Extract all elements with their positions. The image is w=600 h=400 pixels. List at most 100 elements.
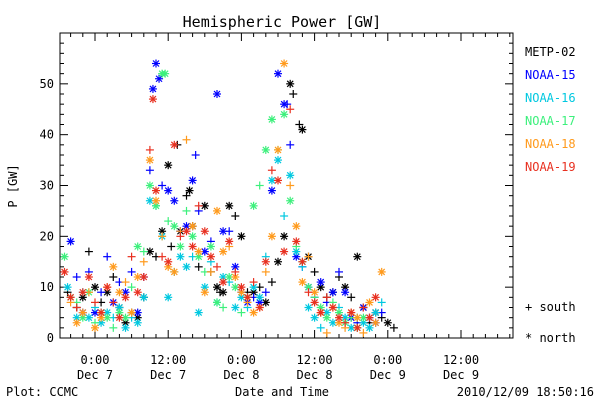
data-point-south bbox=[316, 323, 325, 332]
data-point-south bbox=[280, 212, 289, 220]
data-point-north bbox=[274, 176, 282, 185]
data-point-north bbox=[267, 232, 276, 241]
data-point-south bbox=[109, 273, 118, 281]
data-point-north bbox=[194, 308, 203, 317]
data-point-north bbox=[200, 227, 209, 236]
data-point-north bbox=[164, 161, 173, 170]
data-point-south bbox=[145, 166, 154, 175]
data-point-north bbox=[261, 145, 270, 154]
x-tick-label-time: 0:00 bbox=[227, 353, 256, 367]
data-point-south bbox=[283, 100, 292, 109]
data-marks bbox=[60, 59, 398, 337]
data-point-north bbox=[298, 125, 307, 134]
data-point-north bbox=[213, 283, 221, 292]
footer-plot-credit: Plot: CCMC bbox=[6, 385, 78, 399]
data-point-north bbox=[341, 288, 350, 297]
data-point-north bbox=[152, 201, 160, 210]
data-point-north bbox=[185, 186, 194, 195]
data-point-north bbox=[188, 242, 197, 251]
data-point-north bbox=[78, 308, 87, 317]
data-point-south bbox=[267, 278, 276, 287]
data-point-south bbox=[84, 247, 93, 256]
data-point-north bbox=[237, 288, 246, 297]
data-point-south bbox=[335, 267, 343, 276]
data-point-north bbox=[133, 242, 142, 251]
data-point-north bbox=[316, 278, 325, 287]
chart-title: Hemispheric Power [GW] bbox=[183, 13, 382, 31]
data-point-north bbox=[148, 84, 157, 93]
data-point-north bbox=[148, 95, 157, 104]
data-point-north bbox=[310, 313, 319, 322]
data-point-south bbox=[127, 252, 136, 261]
data-point-north bbox=[225, 201, 234, 210]
data-point-north bbox=[280, 232, 289, 241]
data-point-north bbox=[286, 171, 295, 180]
x-tick-label-date: Dec 7 bbox=[150, 368, 186, 382]
data-point-north bbox=[267, 186, 276, 195]
data-point-south bbox=[286, 105, 295, 114]
data-point-south bbox=[164, 217, 173, 226]
data-point-north bbox=[170, 196, 179, 205]
y-tick-label: 10 bbox=[40, 280, 54, 294]
data-point-south bbox=[310, 267, 319, 276]
data-point-south bbox=[206, 267, 215, 276]
x-tick-label-time: 0:00 bbox=[373, 353, 402, 367]
data-point-north bbox=[255, 293, 264, 302]
data-point-south bbox=[261, 267, 270, 276]
data-point-south bbox=[191, 151, 200, 159]
data-point-north bbox=[91, 283, 99, 292]
data-point-north bbox=[91, 323, 99, 332]
data-point-south bbox=[145, 145, 154, 154]
data-point-south bbox=[72, 303, 81, 312]
data-point-north bbox=[298, 278, 307, 287]
data-point-north bbox=[353, 323, 362, 332]
data-point-north bbox=[158, 227, 167, 236]
data-point-north bbox=[145, 196, 154, 205]
data-point-north bbox=[353, 313, 362, 322]
data-point-north bbox=[292, 237, 301, 246]
data-point-north bbox=[261, 257, 270, 266]
data-point-north bbox=[316, 308, 325, 317]
data-point-south bbox=[267, 166, 276, 175]
legend-entry: METP-02 bbox=[525, 45, 576, 59]
x-tick-label-date: Dec 8 bbox=[297, 368, 333, 382]
data-point-north bbox=[286, 196, 295, 205]
data-point-north bbox=[78, 288, 87, 297]
data-point-north bbox=[133, 318, 142, 327]
data-point-south bbox=[167, 242, 176, 251]
data-point-north bbox=[237, 232, 246, 241]
data-point-north bbox=[371, 318, 380, 327]
data-point-north bbox=[328, 303, 337, 312]
data-point-south bbox=[158, 181, 167, 190]
x-tick-label-time: 12:00 bbox=[150, 353, 186, 367]
data-point-south bbox=[231, 267, 240, 276]
data-point-north bbox=[164, 257, 173, 266]
data-point-north bbox=[84, 273, 93, 281]
data-point-north bbox=[145, 156, 154, 165]
data-point-south bbox=[359, 303, 368, 312]
legend-entry: NOAA-19 bbox=[525, 160, 576, 174]
data-point-north bbox=[237, 283, 246, 292]
data-point-south bbox=[158, 232, 167, 241]
data-point-north bbox=[133, 273, 142, 281]
data-point-north bbox=[176, 252, 185, 261]
data-point-north bbox=[115, 308, 124, 317]
data-point-south bbox=[97, 288, 106, 297]
data-point-north bbox=[328, 288, 337, 297]
x-tick-label-time: 12:00 bbox=[297, 353, 333, 367]
data-point-north bbox=[170, 140, 179, 149]
data-point-north bbox=[255, 303, 264, 312]
data-point-south bbox=[103, 252, 112, 261]
data-point-north bbox=[121, 313, 130, 322]
data-point-north bbox=[371, 293, 380, 302]
data-point-north bbox=[164, 186, 173, 195]
legend-south-marker: + south bbox=[525, 300, 576, 314]
data-point-south bbox=[182, 135, 191, 144]
data-point-north bbox=[121, 323, 130, 332]
data-point-south bbox=[121, 278, 130, 287]
data-point-north bbox=[66, 237, 75, 246]
data-point-north bbox=[231, 303, 240, 312]
data-point-north bbox=[267, 115, 276, 124]
data-point-south bbox=[127, 267, 136, 276]
